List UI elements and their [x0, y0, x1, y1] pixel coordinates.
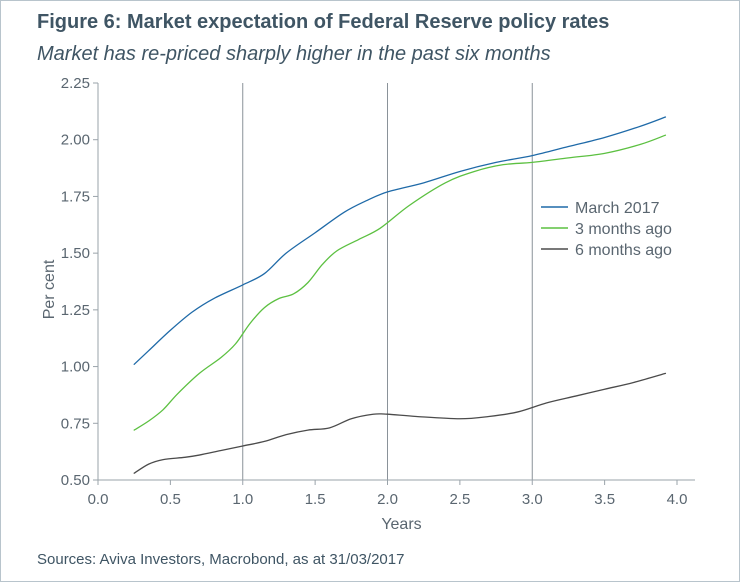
x-tick-label: 3.0 — [522, 491, 543, 508]
grid-layer — [242, 83, 533, 480]
series-line-1 — [133, 116, 667, 365]
y-tick-label: 2.00 — [61, 132, 90, 149]
x-tick-label: 3.5 — [594, 491, 615, 508]
y-axis-title: Per cent — [41, 259, 58, 319]
y-tick-label: 2.25 — [61, 75, 90, 92]
y-tick-label: 1.00 — [61, 359, 90, 376]
x-tick-label: 1.0 — [232, 491, 253, 508]
legend-label-2: 3 months ago — [575, 221, 672, 238]
series-line-3 — [133, 372, 667, 474]
x-tick-label: 2.5 — [449, 491, 470, 508]
series-line-2 — [133, 134, 667, 431]
figure-subtitle: Market has re-priced sharply higher in t… — [37, 43, 551, 65]
y-tick-label: 1.75 — [61, 188, 90, 205]
x-tick-label: 2.0 — [377, 491, 398, 508]
x-tick-label: 0.0 — [88, 491, 109, 508]
x-axis-title: Years — [381, 516, 421, 533]
series-layer — [133, 116, 667, 474]
x-tick-label: 0.5 — [160, 491, 181, 508]
figure-title: Figure 6: Market expectation of Federal … — [37, 11, 610, 33]
y-tick-label: 0.75 — [61, 415, 90, 432]
line-chart: 0.50 0.75 1.00 1.25 1.50 1.75 2.00 2.25 0.0 0.5 1.… — [41, 75, 695, 533]
x-tick-label: 1.5 — [305, 491, 326, 508]
legend-label-3: 6 months ago — [575, 242, 672, 259]
y-tick-label: 1.25 — [61, 302, 90, 319]
y-tick-label: 1.50 — [61, 245, 90, 262]
figure-source: Sources: Aviva Investors, Macrobond, as … — [37, 551, 405, 568]
x-tick-label: 4.0 — [667, 491, 688, 508]
legend-label-1: March 2017 — [575, 200, 660, 217]
legend: March 2017 3 months ago 6 months ago — [541, 200, 672, 259]
axis-layer: 0.50 0.75 1.00 1.25 1.50 1.75 2.00 2.25 0.0 0.5 1.… — [41, 75, 695, 533]
y-tick-label: 0.50 — [61, 472, 90, 489]
